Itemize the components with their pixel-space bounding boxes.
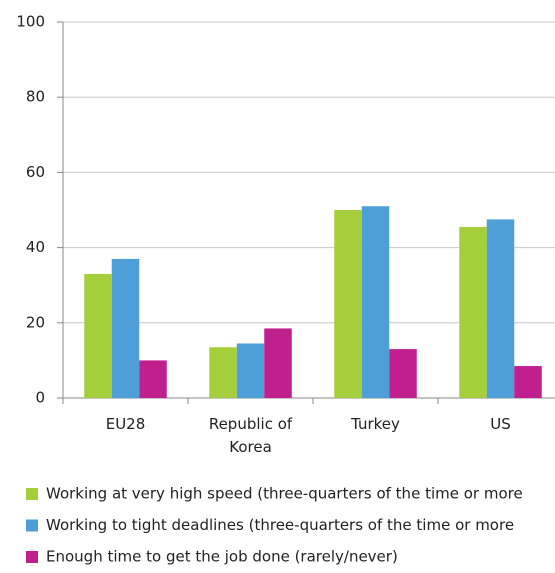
legend-swatch [26, 551, 38, 563]
bar [486, 219, 515, 398]
bar [84, 273, 112, 398]
y-tick-label: 60 [26, 163, 45, 181]
bar [361, 206, 390, 398]
y-tick-label: 40 [26, 238, 45, 256]
legend-label: Working to tight deadlines (three-quarte… [46, 516, 514, 534]
y-tick-label: 20 [26, 313, 45, 331]
y-tick-label: 0 [35, 389, 45, 407]
y-tick-label: 80 [26, 88, 45, 106]
bar [209, 347, 237, 398]
y-tick-label: 100 [16, 13, 45, 31]
x-tick-label: US [490, 415, 511, 433]
bar [236, 343, 265, 398]
bar [139, 360, 167, 398]
legend-swatch [26, 488, 38, 500]
bar [264, 328, 292, 398]
x-tick-label: EU28 [106, 415, 146, 433]
legend-swatch [26, 519, 38, 532]
bar [334, 210, 362, 398]
x-tick-label: Turkey [350, 415, 400, 433]
bar [514, 366, 542, 398]
bar [111, 258, 140, 398]
bar [459, 226, 487, 398]
x-tick-label: Republic of Korea [209, 415, 293, 456]
legend-label: Working at very high speed (three-quarte… [46, 485, 523, 503]
legend-label: Enough time to get the job done (rarely/… [46, 548, 398, 566]
bar [389, 349, 417, 398]
